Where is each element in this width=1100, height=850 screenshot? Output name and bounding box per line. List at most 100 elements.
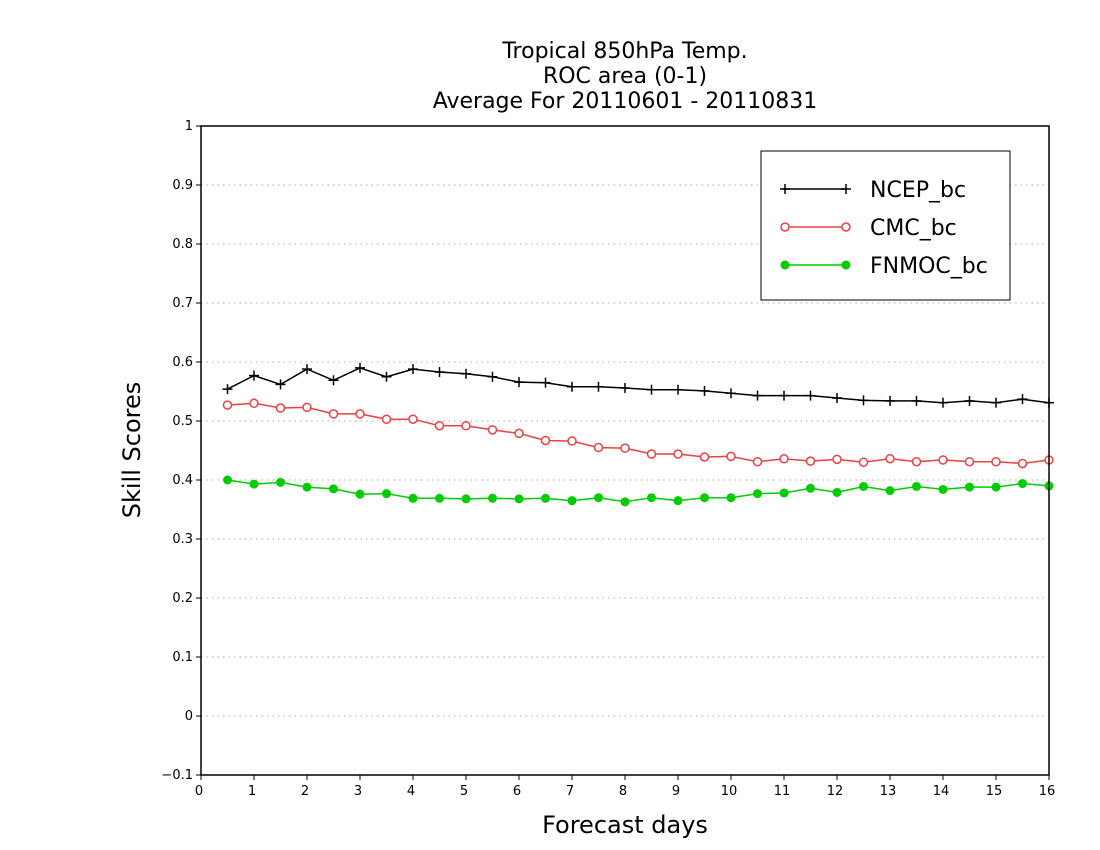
data-point: [620, 443, 630, 453]
data-point: [620, 382, 630, 393]
legend-item: NCEP_bc: [780, 178, 966, 203]
data-point: [328, 375, 339, 386]
y-axis-ticks: −0.1 0 0.1 0.2 0.3 0.4 0.5 0.6 0.7 0.8 0.9 1: [161, 119, 201, 783]
data-point: [673, 449, 683, 459]
data-point: [647, 493, 656, 503]
data-point: [858, 395, 869, 406]
data-point: [408, 414, 418, 424]
data-point: [965, 482, 974, 492]
data-point: [699, 452, 710, 462]
data-point: [408, 493, 418, 503]
title-line-3: Average For 20110601 - 20110831: [433, 89, 818, 114]
title-line-1: Tropical 850hPa Temp.: [501, 39, 747, 64]
data-point: [832, 487, 842, 497]
x-tick-label: 0: [195, 784, 203, 799]
data-point: [567, 496, 577, 506]
series-line: [227, 479, 1050, 503]
x-tick-label: 4: [407, 784, 415, 799]
data-point: [593, 442, 604, 453]
data-point: [1017, 394, 1028, 405]
data-point: [726, 493, 736, 503]
data-point: [514, 428, 524, 439]
data-point: [779, 454, 789, 464]
data-point: [938, 484, 948, 494]
data-point: [567, 436, 577, 446]
data-point: [646, 449, 657, 459]
data-point: [514, 377, 524, 388]
data-point: [435, 493, 444, 503]
data-point: [806, 483, 815, 493]
x-tick-label: 11: [774, 784, 791, 799]
y-tick-label: 0.1: [172, 650, 193, 665]
data-point: [382, 489, 391, 499]
data-point: [222, 384, 233, 395]
data-point: [381, 414, 392, 424]
data-point: [700, 493, 709, 503]
data-point: [805, 456, 816, 466]
y-tick-label: 0.5: [172, 414, 193, 429]
data-point: [938, 455, 948, 465]
data-point: [938, 397, 948, 408]
data-point: [540, 377, 551, 388]
legend-item: CMC_bc: [780, 216, 957, 241]
data-point: [223, 475, 232, 485]
data-point: [991, 397, 1001, 408]
data-point: [1017, 458, 1028, 469]
data-point: [620, 497, 630, 507]
x-tick-label: 13: [880, 784, 897, 799]
y-axis-label: Skill Scores: [118, 382, 146, 519]
legend-label: CMC_bc: [870, 216, 957, 241]
data-point: [594, 493, 603, 503]
data-point: [673, 384, 683, 395]
data-point: [779, 390, 789, 401]
plot-frame: [200, 125, 1050, 776]
data-point: [912, 481, 921, 491]
data-point: [753, 489, 762, 499]
data-point: [991, 456, 1001, 467]
data-point: [885, 454, 895, 464]
data-point: [885, 395, 895, 406]
data-point: [302, 482, 312, 492]
y-tick-label: −0.1: [161, 768, 193, 783]
data-point: [911, 456, 922, 467]
x-tick-label: 9: [672, 784, 680, 799]
data-point: [434, 420, 445, 431]
x-tick-label: 5: [460, 784, 468, 799]
legend-box: [760, 150, 1011, 301]
legend-marker: [780, 184, 790, 194]
legend: NCEP_bc CMC_bc FNMOC_bc: [760, 150, 1011, 301]
x-tick-label: 7: [566, 784, 574, 799]
data-point: [885, 486, 895, 496]
legend-label: NCEP_bc: [870, 178, 966, 203]
legend-marker: [780, 222, 790, 232]
series-FNMOC_bc: [223, 475, 1054, 507]
y-tick-label: 0.7: [172, 296, 193, 311]
data-point: [832, 454, 842, 465]
data-point: [699, 385, 710, 396]
data-point: [487, 425, 498, 435]
chart-title: Tropical 850hPa Temp. ROC area (0-1) Ave…: [433, 39, 818, 114]
data-point: [275, 379, 286, 390]
legend-marker: [841, 222, 851, 232]
data-point: [859, 481, 868, 491]
data-point: [276, 477, 285, 487]
data-point: [381, 371, 392, 382]
data-point: [858, 457, 869, 468]
data-point: [1018, 479, 1027, 489]
legend-label: FNMOC_bc: [870, 254, 988, 279]
x-tick-label: 10: [721, 784, 738, 799]
data-point: [673, 496, 683, 506]
data-point: [249, 479, 259, 489]
data-point: [593, 381, 604, 392]
data-point: [991, 482, 1001, 492]
data-point: [514, 494, 524, 504]
data-point: [964, 456, 975, 467]
series-NCEP_bc: [222, 362, 1054, 408]
y-tick-label: 0.4: [172, 473, 193, 488]
x-tick-label: 3: [354, 784, 362, 799]
series-layer: [222, 362, 1054, 507]
y-tick-label: 0.9: [172, 178, 193, 193]
y-tick-label: 0: [185, 709, 193, 724]
x-axis-label: Forecast days: [542, 811, 708, 839]
